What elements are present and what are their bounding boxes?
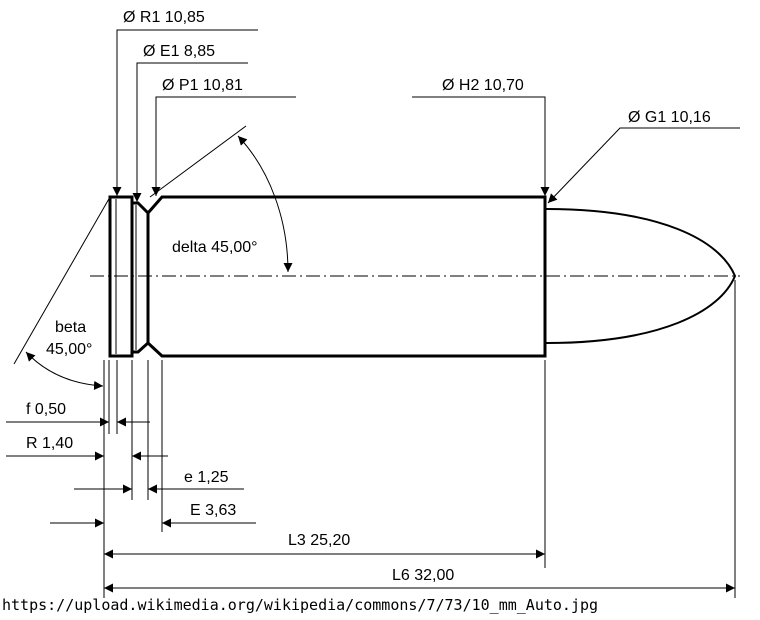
label-l6: L6 32,00: [392, 567, 454, 584]
leader-g1: [547, 127, 740, 204]
extension-lines: [103, 280, 736, 598]
label-E: E 3,63: [190, 502, 236, 519]
label-R: R 1,40: [26, 435, 73, 452]
source-url: https://upload.wikimedia.org/wikipedia/c…: [2, 596, 599, 614]
leader-h2: [412, 96, 550, 196]
delta-angle: [149, 125, 293, 273]
label-g1: Ø G1 10,16: [628, 109, 711, 126]
label-e1: Ø E1 8,85: [143, 43, 215, 60]
label-beta-value: 45,00°: [46, 341, 92, 358]
leader-r1: [112, 29, 258, 196]
leader-p1: [151, 96, 296, 196]
extractor-groove: [130, 201, 150, 354]
label-e: e 1,25: [184, 469, 229, 486]
beta-angle: [13, 196, 111, 390]
label-l3: L3 25,20: [288, 532, 350, 549]
label-r1: Ø R1 10,85: [123, 9, 205, 26]
label-beta-name: beta: [55, 319, 86, 336]
leader-e1: [132, 62, 248, 202]
case-body: [146, 195, 547, 358]
label-delta: delta 45,00°: [172, 239, 258, 256]
bullet: [545, 208, 737, 344]
label-f: f 0,50: [26, 401, 66, 418]
label-p1: Ø P1 10,81: [162, 77, 243, 94]
cartridge-outline: [108, 195, 547, 358]
label-h2: Ø H2 10,70: [442, 77, 524, 94]
